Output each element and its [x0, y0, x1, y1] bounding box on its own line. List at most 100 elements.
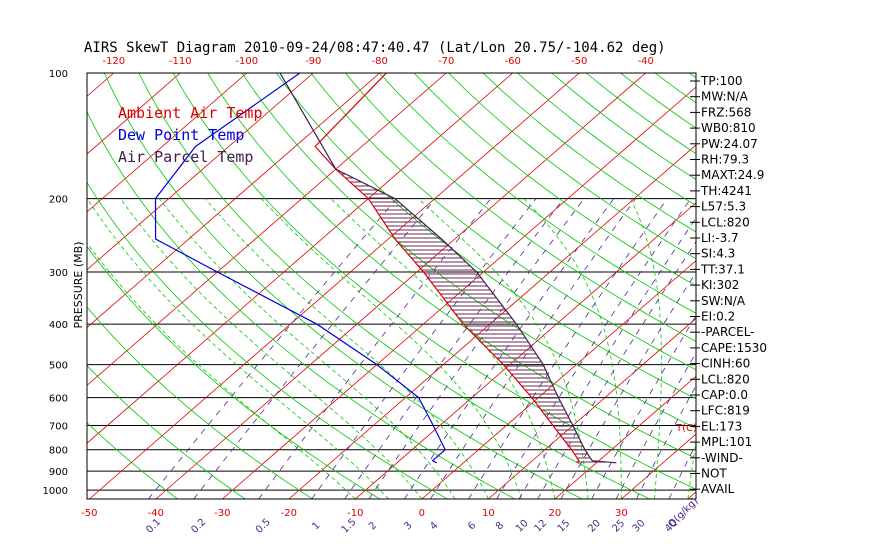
mixing-ratio-line	[636, 384, 696, 499]
dry-adiabat-line	[207, 73, 696, 459]
dry-adiabat-line	[379, 73, 696, 314]
moist-adiabat-line	[330, 198, 556, 499]
mixing-ratio-tick-label: 1.5	[340, 517, 359, 536]
dry-adiabat-line	[862, 73, 870, 499]
isotherm-line	[87, 73, 380, 329]
pressure-tick-label: 300	[49, 268, 68, 279]
top-temp-tick-label: -80	[372, 56, 388, 67]
index-entry: RH:79.3	[701, 153, 749, 167]
index-entry: MAXT:24.9	[701, 168, 764, 182]
legend: Ambient Air Temp Dew Point Temp Air Parcel…	[118, 104, 263, 166]
mixing-ratio-line	[615, 352, 696, 499]
top-temp-tick-label: -50	[571, 56, 587, 67]
moist-adiabat-line	[87, 198, 389, 499]
bottom-temp-tick-label: 30	[615, 508, 628, 519]
isotherm-line	[87, 73, 447, 386]
index-entry: WB0:810	[701, 121, 756, 135]
bottom-temp-tick-label: -20	[281, 508, 297, 519]
mixing-ratio-line	[560, 271, 696, 499]
dewpoint-line	[154, 73, 446, 464]
pressure-tick-label: 1000	[43, 486, 68, 497]
index-entry: SI:4.3	[701, 247, 735, 261]
moist-adiabat-line	[260, 198, 522, 499]
top-temp-tick-label: -90	[305, 56, 321, 67]
mixing-ratio-tick-label: 0.2	[189, 517, 208, 536]
bottom-temp-tick-label: -50	[81, 508, 97, 519]
index-entry: MW:N/A	[701, 90, 749, 104]
isotherm-line	[754, 73, 870, 499]
moist-adiabat-line	[523, 198, 622, 499]
mixing-ratio-tick-label: 2	[367, 520, 379, 532]
pressure-tick-label: 100	[49, 69, 68, 80]
dry-adiabat-line	[87, 306, 313, 499]
index-entry: LI:-3.7	[701, 231, 739, 245]
bottom-temp-tick-label: 10	[482, 508, 495, 519]
top-temp-tick-label: -40	[638, 56, 654, 67]
dry-adiabat-line	[241, 73, 696, 429]
isotherm-line	[87, 73, 181, 155]
dry-adiabat-line	[103, 73, 583, 499]
mixing-ratio-tick-label: 8	[494, 520, 506, 532]
legend-entry: Dew Point Temp	[118, 126, 244, 144]
moist-adiabat-line	[87, 242, 356, 499]
index-entry: L57:5.3	[701, 200, 746, 214]
dry-adiabat-line	[758, 73, 870, 499]
plot-frame	[86, 72, 697, 500]
moist-adiabat-line	[418, 198, 589, 499]
mixing-ratio-line	[537, 240, 696, 499]
dry-adiabat-line	[87, 364, 246, 499]
isotherm-line	[87, 73, 314, 271]
dry-adiabat-line	[310, 73, 696, 371]
index-entry: PW:24.07	[701, 137, 758, 151]
dry-adiabat-line	[793, 73, 870, 499]
mixing-ratio-line	[468, 198, 668, 499]
mixing-ratio-tick-label: 12	[533, 518, 550, 535]
moist-adiabat-line	[158, 198, 456, 499]
pressure-tick-label: 500	[49, 361, 68, 372]
index-entry: LFC:819	[701, 404, 750, 418]
mixing-ratio-line	[518, 217, 696, 499]
mixing-ratio-tick-label: 1	[310, 520, 322, 532]
mixing-ratio-line	[258, 198, 492, 499]
dry-adiabat-line	[482, 73, 696, 233]
moist-adiabat-line	[120, 198, 423, 499]
top-temp-tick-label: -120	[102, 56, 125, 67]
isotherm-line	[821, 73, 870, 499]
index-entry: TT:37.1	[700, 262, 745, 276]
isotherm-line	[488, 317, 696, 499]
pressure-tick-label: 700	[49, 422, 68, 433]
top-temp-tick-label: -60	[505, 56, 521, 67]
index-entry: -PARCEL-	[701, 325, 755, 339]
parcel-temp-line	[279, 73, 617, 464]
index-entry: AVAIL	[701, 482, 735, 496]
isotherm-line	[0, 73, 47, 499]
mixing-ratio-tick-label: 0.1	[144, 517, 163, 536]
bottom-temp-tick-label: -10	[347, 508, 363, 519]
dry-adiabat-line	[87, 181, 448, 499]
grid-lines	[0, 73, 870, 499]
index-entry: -WIND-	[701, 451, 743, 465]
mixing-ratio-line	[404, 198, 615, 499]
pressure-tick-label: 900	[49, 467, 68, 478]
mixing-ratio-tick-label: 6	[466, 520, 478, 532]
dry-adiabat-line	[172, 73, 696, 490]
bottom-temp-tick-label: -30	[214, 508, 230, 519]
dry-adiabat-line	[654, 73, 696, 104]
isotherm-line	[87, 73, 513, 444]
mixing-ratio-tick-label: 30	[631, 518, 648, 535]
mixing-ratio-line	[148, 198, 397, 499]
top-temp-tick-label: -70	[438, 56, 454, 67]
index-entry: CAPE:1530	[701, 341, 767, 355]
mixing-ratio-tick-label: 15	[556, 518, 573, 535]
bottom-temp-tick-label: 20	[548, 508, 561, 519]
index-entry: MPL:101	[701, 435, 752, 449]
mixing-ratio-tick-label: 4	[428, 520, 440, 532]
bottom-temp-tick-label: -40	[148, 508, 164, 519]
index-entry: FRZ:568	[701, 105, 751, 119]
index-entry: NOT	[701, 467, 727, 481]
moist-adiabat-line	[630, 198, 662, 499]
pressure-tick-label: 600	[49, 394, 68, 405]
mixing-ratio-tick-label: 10	[514, 518, 531, 535]
dry-adiabat-line	[827, 73, 870, 499]
mixing-ratio-line	[591, 314, 696, 499]
